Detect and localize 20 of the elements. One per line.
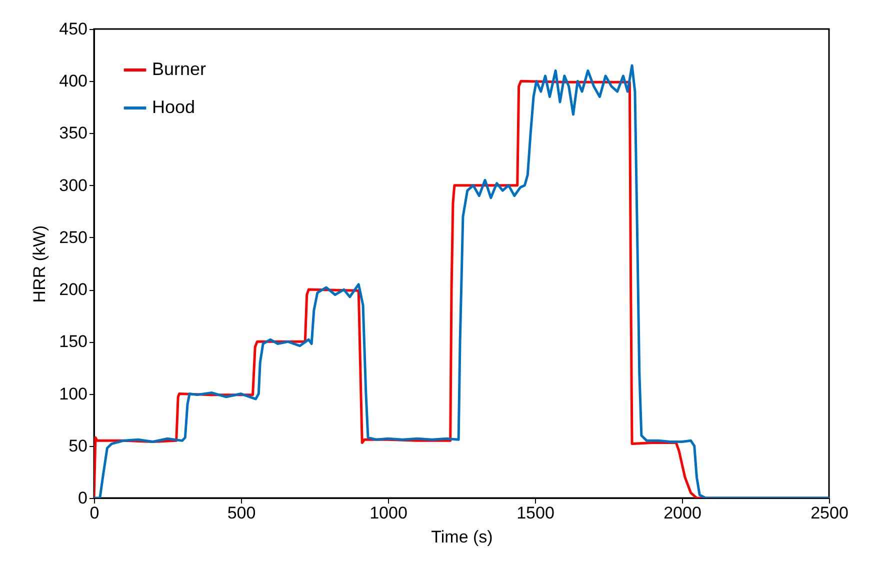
y-axis-title: HRR (kW)	[30, 225, 50, 303]
legend-label: Hood	[152, 97, 196, 117]
x-tick-label: 2500	[810, 504, 848, 522]
y-tick-label: 250	[59, 228, 88, 247]
y-tick-label: 150	[59, 332, 88, 352]
y-tick-label: 50	[68, 436, 88, 456]
x-tick-label: 1000	[370, 504, 408, 522]
x-axis-title: Time (s)	[431, 528, 493, 546]
x-tick-label: 2000	[664, 504, 702, 522]
y-tick-label: 400	[59, 72, 88, 91]
y-tick-label: 350	[59, 124, 88, 143]
y-tick-label: 0	[78, 488, 88, 508]
y-tick-label: 450	[59, 20, 88, 38]
legend-label: Burner	[152, 59, 206, 79]
y-tick-label: 200	[59, 280, 88, 300]
x-tick-label: 500	[227, 504, 256, 522]
y-tick-label: 100	[59, 384, 88, 404]
y-tick-label: 300	[59, 176, 88, 195]
x-tick-label: 1500	[516, 504, 554, 522]
x-tick-label: 0	[90, 504, 100, 522]
